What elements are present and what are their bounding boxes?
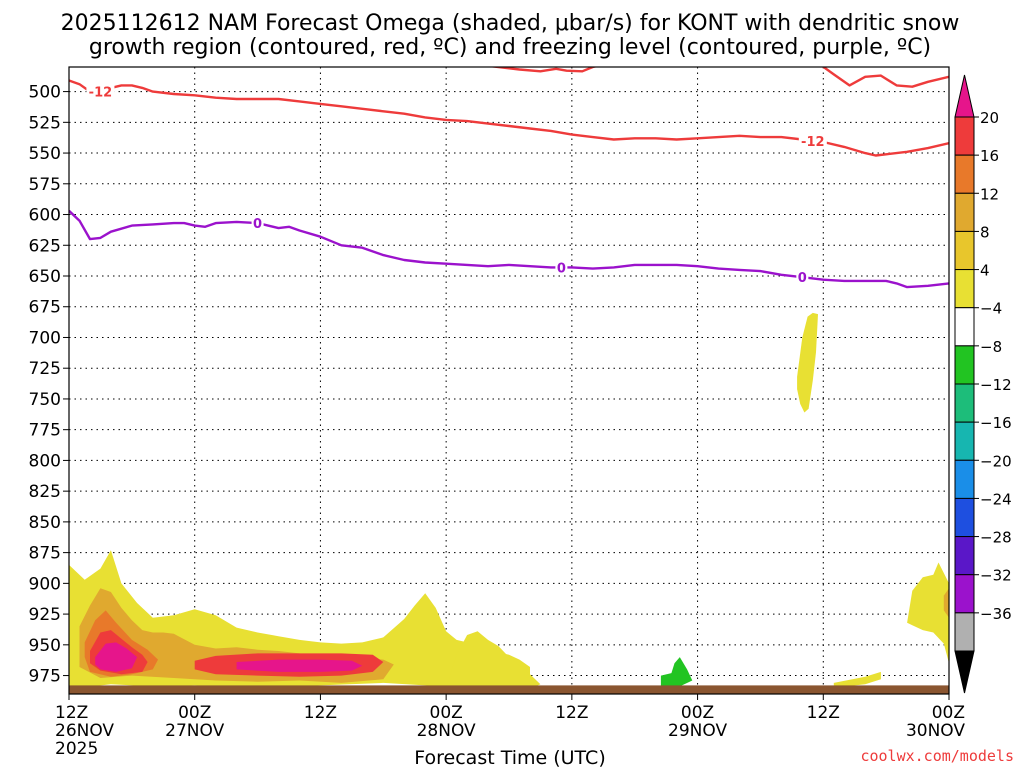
colorbar-swatch-14 <box>954 612 975 652</box>
y-tick-label-925: 925 <box>29 605 61 625</box>
y-tick-label-825: 825 <box>29 482 61 502</box>
x-tick-date-label-0: 26NOV <box>55 721 114 741</box>
y-tick-label-950: 950 <box>29 636 61 656</box>
contour-label-3-1: 0 <box>557 261 566 276</box>
colorbar-label-1: 16 <box>980 147 999 165</box>
colorbar-label-10: −24 <box>980 490 1012 508</box>
colorbar-label-9: −20 <box>980 452 1012 470</box>
colorbar-label-4: 4 <box>980 262 990 280</box>
colorbar-swatch-12 <box>954 536 975 576</box>
colorbar-label-0: 20 <box>980 109 999 127</box>
y-tick-label-750: 750 <box>29 390 61 410</box>
y-tick-label-600: 600 <box>29 206 61 226</box>
y-tick-label-675: 675 <box>29 298 61 318</box>
y-tick-label-650: 650 <box>29 267 61 287</box>
x-tick-date-label-7: 30NOV <box>906 721 965 741</box>
colorbar-label-13: −36 <box>980 605 1012 623</box>
y-tick-label-525: 525 <box>29 113 61 133</box>
colorbar-label-5: −4 <box>980 300 1002 318</box>
axes: 500 525 550 575 600 625 650 675 700 725 750 775 800 8… <box>29 66 965 759</box>
contour-label-3-2: 0 <box>798 271 807 286</box>
contour-label-2-0: -12 <box>89 86 113 101</box>
contour-label-bg-2-1 <box>798 132 827 149</box>
y-tick-label-800: 800 <box>29 451 61 471</box>
colorbar-swatch-13 <box>954 574 975 614</box>
contour-line-1 <box>821 67 949 88</box>
colorbar-label-2: 12 <box>980 185 999 203</box>
colorbar-swatch-9 <box>954 421 975 461</box>
colorbar-label-12: −32 <box>980 567 1012 585</box>
x-tick-hour-label-3: 00Z <box>430 703 463 723</box>
colorbar-label-3: 8 <box>980 223 990 241</box>
x-tick-hour-label-5: 00Z <box>681 703 714 723</box>
colorbar-swatch-7 <box>954 345 975 385</box>
contour-label-bg-3-0 <box>251 215 264 232</box>
contour-label-bg-3-1 <box>555 259 568 276</box>
chart-title: 2025112612 NAM Forecast Omega (shaded, μ… <box>61 11 960 60</box>
x-tick-hour-label-4: 12Z <box>555 703 588 723</box>
colorbar-label-6: −8 <box>980 338 1002 356</box>
contour-label-bg-2-0 <box>86 83 115 100</box>
colorbar-swatch-1 <box>954 116 975 156</box>
y-tick-label-500: 500 <box>29 83 61 103</box>
y-tick-label-575: 575 <box>29 175 61 195</box>
contour-line-0 <box>487 67 598 73</box>
colorbar-swatch-0 <box>954 74 975 118</box>
colorbar-swatch-8 <box>954 383 975 423</box>
colorbar-swatch-2 <box>954 154 975 194</box>
omega-area-11 <box>833 671 881 687</box>
x-tick-year-label-0: 2025 <box>55 739 98 759</box>
colorbar-label-11: −28 <box>980 529 1012 547</box>
plot-area: -12 -12 0 0 0 <box>69 67 949 694</box>
contour-label-2-1: -12 <box>801 135 825 150</box>
y-tick-label-850: 850 <box>29 513 61 533</box>
x-tick-date-label-5: 29NOV <box>668 721 727 741</box>
terrain-surface <box>69 685 949 694</box>
colorbar-label-7: −12 <box>980 376 1012 394</box>
y-tick-label-875: 875 <box>29 544 61 564</box>
omega-area-9 <box>907 562 949 664</box>
omega-area-7 <box>446 631 541 691</box>
y-tick-label-975: 975 <box>29 667 61 687</box>
colorbar-swatch-6 <box>954 307 975 347</box>
x-tick-hour-label-0: 12Z <box>55 703 88 723</box>
colorbar-swatch-5 <box>954 269 975 309</box>
colorbar: 20 16 12 8 4 −4 −8 −12 −16 −20 −24 −28 −32 −36 <box>954 74 1012 694</box>
colorbar-swatch-4 <box>954 230 975 271</box>
omega-area-6 <box>236 659 363 672</box>
title-line-2: growth region (contoured, red, ºC) and f… <box>89 35 931 60</box>
colorbar-swatch-10 <box>954 459 975 499</box>
x-tick-hour-label-6: 12Z <box>807 703 840 723</box>
y-tick-label-725: 725 <box>29 359 61 379</box>
omega-area-4 <box>95 642 138 672</box>
contour-label-bg-3-2 <box>796 269 809 286</box>
title-line-1: 2025112612 NAM Forecast Omega (shaded, μ… <box>61 11 960 36</box>
plot-inner: -12 -12 0 0 0 <box>69 67 949 694</box>
x-axis-title: Forecast Time (UTC) <box>414 747 605 768</box>
y-tick-label-625: 625 <box>29 236 61 256</box>
x-tick-date-label-3: 28NOV <box>417 721 476 741</box>
y-tick-label-550: 550 <box>29 144 61 164</box>
contour-label-3-0: 0 <box>253 217 262 232</box>
y-tick-label-900: 900 <box>29 574 61 594</box>
omega-area-8 <box>797 312 818 413</box>
y-tick-label-775: 775 <box>29 421 61 441</box>
omega-area-10 <box>943 588 949 618</box>
colorbar-swatch-15 <box>954 650 975 694</box>
x-tick-date-label-1: 27NOV <box>165 721 224 741</box>
plot-frame <box>68 66 950 695</box>
colorbar-swatch-3 <box>954 192 975 232</box>
colorbar-label-8: −16 <box>980 414 1012 432</box>
colorbar-swatch-11 <box>954 497 975 538</box>
x-tick-hour-label-2: 12Z <box>304 703 337 723</box>
x-tick-hour-label-7: 00Z <box>932 703 965 723</box>
x-tick-hour-label-1: 00Z <box>178 703 211 723</box>
omega-area-12 <box>660 657 693 688</box>
y-tick-label-700: 700 <box>29 328 61 348</box>
credit-text: coolwx.com/models <box>860 747 1014 765</box>
